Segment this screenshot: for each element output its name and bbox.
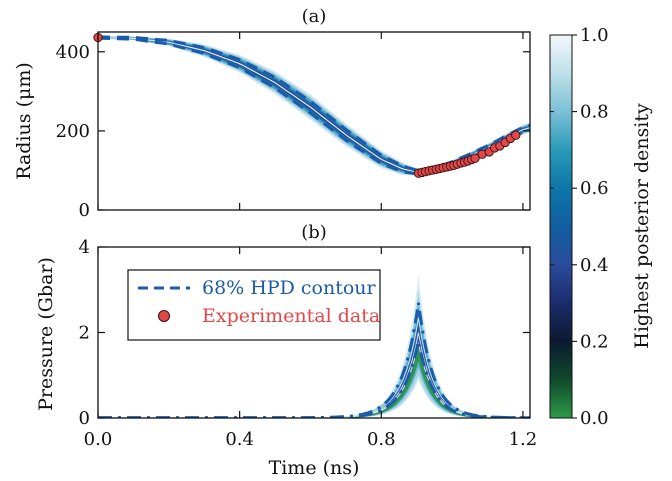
colorbar-tick-label: 0.8 [580,102,609,123]
pressure-x-tick-label: 0.8 [367,429,396,450]
pressure-band-layer-5 [98,339,530,418]
colorbar-tick-label: 0.2 [580,331,609,352]
pressure-x-tick-label: 0.4 [225,429,254,450]
time-x-axis-title: Time (ns) [269,457,360,479]
radius-data-point [511,130,521,140]
pressure-band-layer-2 [98,300,530,418]
radius-contour-upper [98,35,530,172]
colorbar-ticks: 0.0 0.2 0.4 0.6 0.8 1.0 [550,25,609,429]
legend-data-label: Experimental data [202,305,380,327]
legend-data-marker [158,310,170,322]
radius-panel: 0 200 400 (a) Radius (μm) [13,6,531,221]
radius-plot-frame [97,31,531,211]
colorbar-tick-label: 0.4 [580,255,609,276]
radius-data-point [470,153,480,163]
colorbar-title: Highest posterior density [631,103,653,349]
pressure-contour-lower [98,340,530,418]
panel-b-label: (b) [301,222,327,243]
pressure-x-tick-label: 1.2 [509,429,538,450]
radius-y-tick-label: 200 [56,121,90,142]
radius-contour-lower [98,36,530,175]
radius-ticks: 0 200 400 [56,32,530,221]
radius-y-tick-label: 400 [56,42,90,63]
pressure-y-tick-label: 2 [79,323,90,344]
pressure-inner-line-2 [98,343,530,418]
radius-hpd-contour [98,35,530,175]
pressure-band-layer-4 [98,324,530,418]
panel-a-label: (a) [302,6,327,27]
pressure-x-tick-label: 0.0 [84,429,113,450]
radius-experimental-points [93,32,521,178]
colorbar-tick-label: 0.0 [580,408,609,429]
colorbar: 0.0 0.2 0.4 0.6 0.8 1.0 Highest posterior den… [549,25,653,429]
legend-contour-label: 68% HPD contour [202,277,377,299]
pressure-panel: 0.0 0.4 0.8 1.2 0 2 4 (b) Pressure (Gbar) Time… [35,222,537,479]
colorbar-gradient [549,34,573,419]
pressure-y-tick-label: 4 [79,237,90,258]
colorbar-tick-label: 1.0 [580,25,609,46]
radius-y-axis-title: Radius (μm) [13,62,35,180]
legend: 68% HPD contour Experimental data [127,269,381,341]
pressure-y-tick-label: 0 [79,408,90,429]
pressure-y-axis-title: Pressure (Gbar) [35,257,57,411]
pressure-inner-line-1 [98,332,530,418]
colorbar-tick-label: 0.6 [580,178,609,199]
pressure-band-layer-6 [98,347,530,418]
radius-y-tick-label: 0 [79,200,90,221]
legend-box [127,269,381,341]
pressure-ticks: 0.0 0.4 0.8 1.2 0 2 4 [79,237,538,450]
